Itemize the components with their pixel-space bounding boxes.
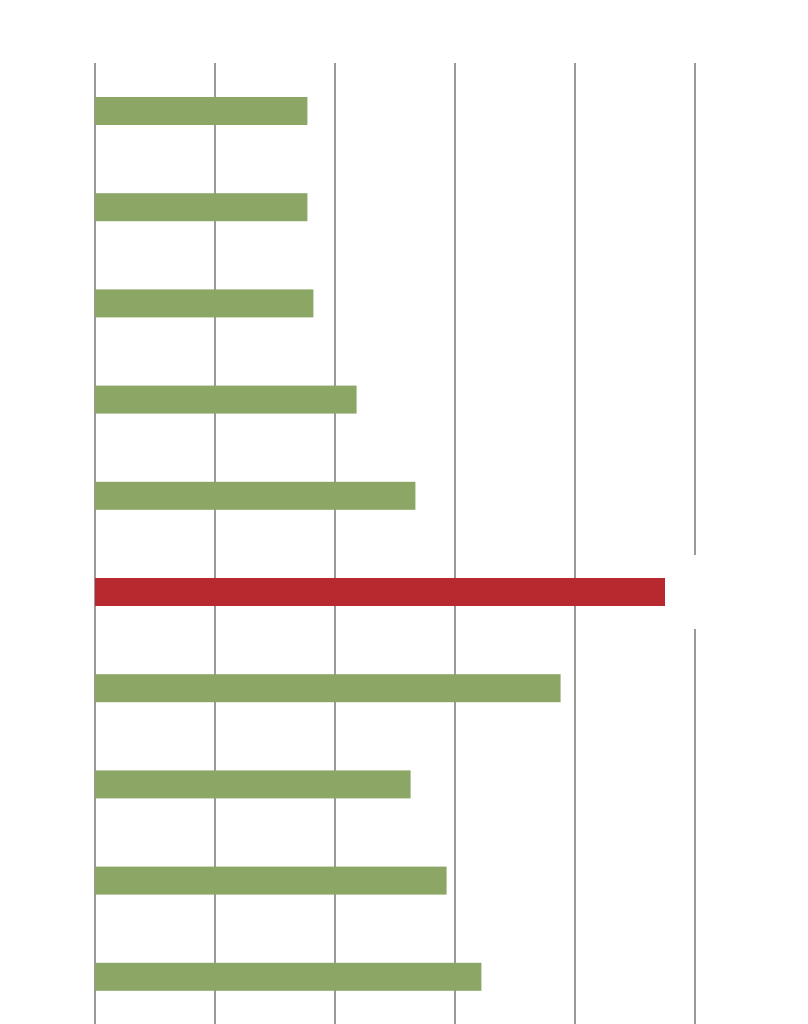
bar (95, 481, 416, 510)
bar-highlight (95, 578, 665, 606)
bar (95, 289, 314, 318)
bar (95, 385, 357, 414)
bar (95, 770, 411, 799)
gridline-gap (692, 555, 698, 629)
bar (95, 962, 482, 991)
bar (95, 97, 308, 125)
bar (95, 674, 561, 703)
bar (95, 193, 308, 222)
bar (95, 866, 447, 895)
